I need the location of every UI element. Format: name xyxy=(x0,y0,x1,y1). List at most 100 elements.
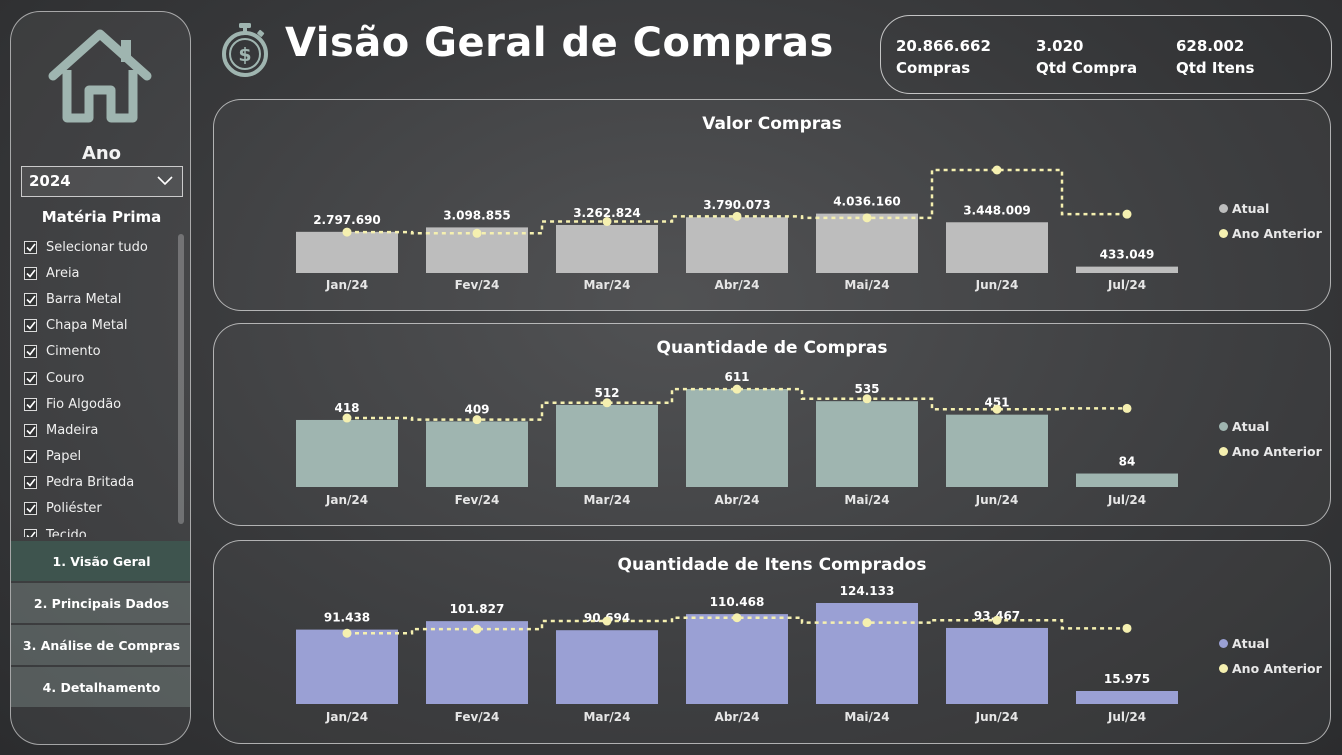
sidebar: Ano 2024 Matéria Prima Selecionar tudo Ar… xyxy=(10,11,191,745)
materia-prima-item[interactable]: Fio Algodão xyxy=(24,391,184,417)
chart-valor-compras: Valor Compras 2.797.690 Jan/24 3.098.855 Fe… xyxy=(213,99,1331,311)
point-ano-anterior[interactable] xyxy=(862,213,872,223)
materia-prima-item[interactable]: Poliéster xyxy=(24,496,184,522)
bar-atual[interactable] xyxy=(556,630,658,704)
point-ano-anterior[interactable] xyxy=(862,618,872,628)
point-ano-anterior[interactable] xyxy=(602,217,612,226)
kpi-compras: 20.866.662 Compras xyxy=(896,35,991,79)
nav-visao-geral[interactable]: 1. Visão Geral xyxy=(11,541,190,581)
checkbox-checked-icon[interactable] xyxy=(24,292,37,306)
chart-svg: 91.438Jan/24101.827Fev/2490.694Mar/24110… xyxy=(296,584,1178,724)
checkbox-checked-icon[interactable] xyxy=(24,371,37,385)
nav-detalhamento[interactable]: 4. Detalhamento xyxy=(11,667,190,707)
legend-ano-anterior[interactable]: Ano Anterior xyxy=(1219,439,1322,464)
x-tick-label: Fev/24 xyxy=(455,493,500,507)
point-ano-anterior[interactable] xyxy=(602,616,612,626)
checkbox-checked-icon[interactable] xyxy=(24,450,37,464)
point-ano-anterior[interactable] xyxy=(992,404,1002,414)
point-ano-anterior[interactable] xyxy=(732,384,742,394)
bar-atual[interactable] xyxy=(1076,266,1178,273)
stopwatch-money-icon: $ xyxy=(222,23,268,77)
bar-atual[interactable] xyxy=(946,414,1048,487)
bar-atual[interactable] xyxy=(1076,473,1178,487)
bar-atual[interactable] xyxy=(556,224,658,273)
checkbox-checked-icon[interactable] xyxy=(24,345,37,359)
x-tick-label: Jul/24 xyxy=(1107,278,1146,292)
data-label: 611 xyxy=(724,370,749,384)
legend-ano-anterior[interactable]: Ano Anterior xyxy=(1219,656,1322,681)
legend-dot-atual xyxy=(1219,639,1228,648)
bar-atual[interactable] xyxy=(686,614,788,704)
point-ano-anterior[interactable] xyxy=(342,413,352,423)
bar-atual[interactable] xyxy=(816,213,918,273)
bar-atual[interactable] xyxy=(426,421,528,487)
point-ano-anterior[interactable] xyxy=(472,228,482,238)
year-select[interactable]: 2024 xyxy=(21,166,183,197)
bar-atual[interactable] xyxy=(686,217,788,273)
materia-prima-scrollbar[interactable] xyxy=(178,234,184,524)
checkbox-checked-icon[interactable] xyxy=(24,423,37,437)
svg-text:$: $ xyxy=(238,44,251,66)
legend-ano-anterior[interactable]: Ano Anterior xyxy=(1219,221,1322,246)
point-ano-anterior[interactable] xyxy=(1122,623,1132,633)
bar-atual[interactable] xyxy=(296,419,398,487)
materia-prima-item[interactable]: Pedra Britada xyxy=(24,470,184,496)
materia-prima-item[interactable]: Chapa Metal xyxy=(24,313,184,339)
bar-atual[interactable] xyxy=(686,389,788,487)
point-ano-anterior[interactable] xyxy=(992,615,1002,625)
chart-legend: Atual Ano Anterior xyxy=(1219,631,1322,681)
point-ano-anterior[interactable] xyxy=(862,394,872,404)
home-icon[interactable] xyxy=(47,26,153,124)
materia-prima-item[interactable]: Madeira xyxy=(24,417,184,443)
bar-atual[interactable] xyxy=(296,231,398,273)
bar-atual[interactable] xyxy=(946,627,1048,704)
checkbox-checked-icon[interactable] xyxy=(24,266,37,280)
bar-atual[interactable] xyxy=(556,404,658,487)
checkbox-checked-icon[interactable] xyxy=(24,502,37,516)
materia-prima-item[interactable]: Couro xyxy=(24,365,184,391)
x-tick-label: Jan/24 xyxy=(325,493,368,507)
point-ano-anterior[interactable] xyxy=(1122,403,1132,413)
nav-principais-dados[interactable]: 2. Principais Dados xyxy=(11,583,190,623)
point-ano-anterior[interactable] xyxy=(602,398,612,408)
checkbox-checked-icon[interactable] xyxy=(24,397,37,411)
point-ano-anterior[interactable] xyxy=(1122,209,1132,219)
kpi-qtd-itens: 628.002 Qtd Itens xyxy=(1176,35,1254,79)
materia-prima-item[interactable]: Selecionar tudo xyxy=(24,234,184,260)
legend-atual[interactable]: Atual xyxy=(1219,196,1322,221)
data-label: 4.036.160 xyxy=(833,195,901,209)
legend-atual[interactable]: Atual xyxy=(1219,414,1322,439)
bar-atual[interactable] xyxy=(816,401,918,487)
legend-label: Ano Anterior xyxy=(1232,226,1322,241)
materia-prima-item[interactable]: Cimento xyxy=(24,339,184,365)
bar-atual[interactable] xyxy=(946,222,1048,273)
x-tick-label: Abr/24 xyxy=(715,278,760,292)
x-tick-label: Abr/24 xyxy=(715,493,760,507)
materia-prima-item-label: Barra Metal xyxy=(46,291,122,307)
point-ano-anterior[interactable] xyxy=(732,613,742,623)
checkbox-checked-icon[interactable] xyxy=(24,319,37,333)
point-ano-anterior[interactable] xyxy=(472,624,482,634)
materia-prima-item[interactable]: Barra Metal xyxy=(24,286,184,312)
x-tick-label: Fev/24 xyxy=(455,278,500,292)
point-ano-anterior[interactable] xyxy=(992,165,1002,175)
legend-atual[interactable]: Atual xyxy=(1219,631,1322,656)
point-ano-anterior[interactable] xyxy=(472,415,482,425)
data-label: 512 xyxy=(594,386,619,400)
point-ano-anterior[interactable] xyxy=(732,211,742,221)
bar-atual[interactable] xyxy=(296,629,398,704)
data-label: 15.975 xyxy=(1104,672,1150,686)
materia-prima-item[interactable]: Papel xyxy=(24,444,184,470)
nav-analise-compras[interactable]: 3. Análise de Compras xyxy=(11,625,190,665)
checkbox-checked-icon[interactable] xyxy=(24,476,37,490)
checkbox-checked-icon[interactable] xyxy=(24,528,37,537)
point-ano-anterior[interactable] xyxy=(342,227,352,237)
point-ano-anterior[interactable] xyxy=(342,628,352,638)
bar-atual[interactable] xyxy=(1076,691,1178,704)
bar-atual[interactable] xyxy=(426,621,528,704)
materia-prima-item[interactable]: Tecido xyxy=(24,522,184,537)
checkbox-checked-icon[interactable] xyxy=(24,240,37,254)
materia-prima-item-label: Areia xyxy=(46,265,80,281)
materia-prima-item[interactable]: Areia xyxy=(24,260,184,286)
data-label: 3.262.824 xyxy=(573,206,641,220)
